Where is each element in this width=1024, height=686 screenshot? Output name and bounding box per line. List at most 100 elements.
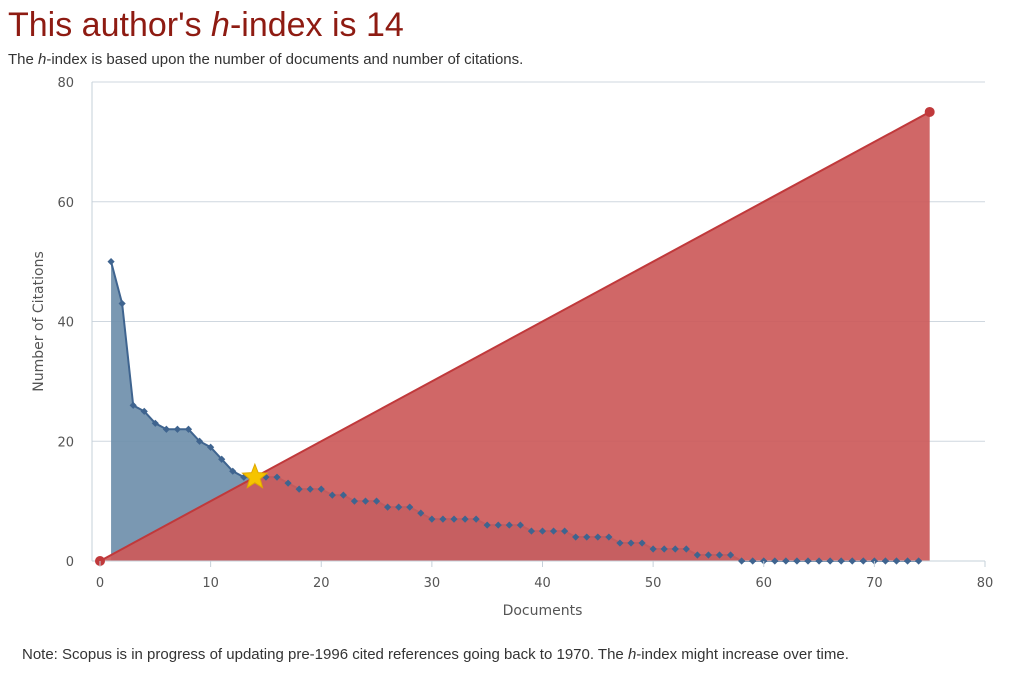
- citation-point-63[interactable]: [793, 557, 801, 565]
- citation-point-23[interactable]: [350, 497, 359, 505]
- citation-point-39[interactable]: [527, 527, 536, 535]
- citation-point-54[interactable]: [693, 551, 701, 559]
- citation-point-67[interactable]: [837, 557, 845, 565]
- title-h: h: [211, 6, 230, 44]
- citation-point-47[interactable]: [616, 539, 624, 547]
- citation-point-42[interactable]: [561, 527, 569, 535]
- citation-point-16[interactable]: [273, 473, 281, 481]
- note-prefix: Note: Scopus is in progress of updating …: [22, 646, 628, 663]
- citation-point-45[interactable]: [594, 533, 602, 541]
- citation-point-48[interactable]: [627, 539, 635, 547]
- citation-point-44[interactable]: [583, 533, 591, 541]
- citation-point-18[interactable]: [295, 485, 303, 493]
- citation-point-11[interactable]: [218, 455, 226, 463]
- citation-point-68[interactable]: [848, 557, 856, 565]
- note-suffix: -index might increase over time.: [636, 646, 849, 663]
- citation-point-33[interactable]: [461, 515, 469, 523]
- citation-point-2[interactable]: [118, 299, 126, 308]
- citation-point-66[interactable]: [826, 557, 834, 565]
- note-h: h: [627, 646, 637, 663]
- citation-point-20[interactable]: [317, 485, 325, 493]
- y-tick-label-0: 0: [66, 555, 74, 570]
- citation-point-71[interactable]: [881, 557, 890, 565]
- citation-point-36[interactable]: [494, 521, 502, 529]
- citation-point-27[interactable]: [395, 503, 403, 511]
- x-tick-label-20: 20: [313, 576, 330, 591]
- tick-labels: 0 10 20 30 40 50 60 70 80 0 20 40 60 80: [57, 76, 993, 591]
- h-index-line: [99, 111, 931, 562]
- chart-subtitle: The h-index is based upon the number of …: [8, 51, 523, 68]
- citation-point-24[interactable]: [361, 497, 370, 505]
- citation-point-28[interactable]: [406, 503, 414, 511]
- citation-point-62[interactable]: [782, 557, 790, 565]
- citation-point-21[interactable]: [328, 491, 336, 499]
- citation-point-69[interactable]: [859, 557, 867, 565]
- citation-point-51[interactable]: [660, 545, 668, 553]
- y-tick-label-80: 80: [57, 76, 74, 91]
- citation-point-53[interactable]: [682, 545, 690, 553]
- page-title: This author's h-index is 14: [8, 6, 404, 45]
- citation-point-12[interactable]: [229, 467, 237, 475]
- citation-point-72[interactable]: [892, 557, 901, 565]
- citation-point-57[interactable]: [726, 551, 735, 559]
- citation-point-40[interactable]: [538, 527, 547, 535]
- citation-point-73[interactable]: [903, 557, 912, 565]
- h-index-point-75[interactable]: [924, 106, 935, 117]
- citation-point-41[interactable]: [549, 527, 558, 535]
- chart-axes: [91, 82, 985, 562]
- citation-point-64[interactable]: [804, 557, 812, 565]
- h-index-star-icon[interactable]: [241, 462, 269, 489]
- citation-point-49[interactable]: [638, 539, 646, 547]
- citation-point-10[interactable]: [207, 443, 215, 451]
- citation-point-74[interactable]: [915, 557, 923, 565]
- citation-point-50[interactable]: [649, 545, 657, 553]
- citation-point-56[interactable]: [715, 551, 724, 559]
- citation-point-55[interactable]: [704, 551, 713, 559]
- footnote: Note: Scopus is in progress of updating …: [22, 646, 849, 663]
- x-tick-label-40: 40: [534, 576, 551, 591]
- subtitle-suffix: -index is based upon the number of docum…: [46, 51, 524, 68]
- citation-point-1[interactable]: [107, 258, 115, 266]
- citation-point-32[interactable]: [450, 515, 458, 523]
- citation-point-19[interactable]: [306, 485, 314, 493]
- x-tick-label-70: 70: [866, 576, 883, 591]
- citation-point-31[interactable]: [439, 515, 447, 523]
- citation-point-4[interactable]: [140, 407, 148, 415]
- citation-point-26[interactable]: [384, 503, 392, 511]
- subtitle-prefix: The: [8, 51, 39, 68]
- citation-point-43[interactable]: [572, 533, 580, 541]
- citation-point-37[interactable]: [505, 521, 513, 529]
- citation-point-8[interactable]: [184, 425, 193, 433]
- x-tick-label-0: 0: [96, 576, 104, 591]
- y-axis-title: Number of Citations: [31, 251, 47, 391]
- citation-point-58[interactable]: [738, 557, 746, 565]
- citation-point-6[interactable]: [162, 425, 170, 433]
- x-tick-label-10: 10: [202, 576, 219, 591]
- citation-point-52[interactable]: [671, 545, 679, 553]
- h-index-chart: 0 10 20 30 40 50 60 70 80 0 20 40 60 80 Documents Num…: [31, 76, 993, 619]
- y-tick-label-20: 20: [57, 435, 74, 450]
- title-prefix: This author's: [8, 6, 212, 44]
- citation-point-30[interactable]: [428, 515, 436, 523]
- citation-point-29[interactable]: [417, 509, 425, 517]
- citation-point-17[interactable]: [284, 479, 292, 487]
- citation-point-61[interactable]: [771, 557, 779, 565]
- citation-point-65[interactable]: [815, 557, 823, 565]
- subtitle-h: h: [38, 51, 47, 68]
- x-tick-label-60: 60: [755, 576, 772, 591]
- x-tick-label-80: 80: [977, 576, 994, 591]
- citation-point-38[interactable]: [516, 521, 524, 529]
- citation-point-3[interactable]: [129, 401, 137, 409]
- citation-point-25[interactable]: [372, 497, 381, 505]
- citation-point-5[interactable]: [151, 419, 159, 427]
- citation-point-59[interactable]: [749, 557, 757, 565]
- title-suffix: -index is 14: [229, 6, 404, 44]
- citation-point-34[interactable]: [472, 515, 480, 523]
- citation-point-22[interactable]: [339, 491, 347, 499]
- citation-point-46[interactable]: [605, 533, 613, 541]
- x-tick-label-30: 30: [424, 576, 441, 591]
- citation-point-9[interactable]: [195, 437, 204, 445]
- citation-point-35[interactable]: [483, 521, 491, 529]
- citation-point-7[interactable]: [173, 425, 182, 433]
- x-tick-label-50: 50: [645, 576, 662, 591]
